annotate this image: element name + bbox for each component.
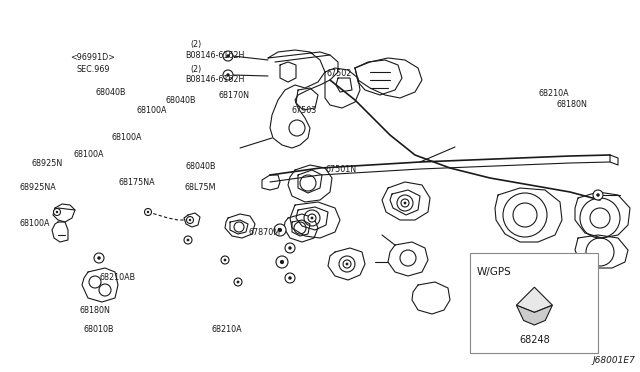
Text: 68925N: 68925N: [32, 159, 63, 168]
Circle shape: [278, 228, 282, 232]
Circle shape: [227, 73, 230, 77]
Text: 68180N: 68180N: [557, 100, 588, 109]
Text: B08146-6162H: B08146-6162H: [186, 76, 245, 84]
Text: SEC.969: SEC.969: [77, 65, 110, 74]
Text: 68925NA: 68925NA: [19, 183, 56, 192]
Text: 68170N: 68170N: [219, 92, 250, 100]
Circle shape: [227, 54, 230, 58]
Text: 68210A: 68210A: [539, 89, 570, 97]
Text: 67503: 67503: [291, 106, 316, 115]
Text: J68001E7: J68001E7: [592, 356, 635, 365]
Text: <96991D>: <96991D>: [70, 53, 115, 62]
Circle shape: [346, 263, 348, 265]
Text: 68210AB: 68210AB: [99, 273, 135, 282]
Text: 68248: 68248: [519, 336, 550, 345]
Text: 68010B: 68010B: [83, 325, 114, 334]
Circle shape: [186, 217, 193, 224]
Circle shape: [97, 256, 100, 260]
Circle shape: [184, 236, 192, 244]
Circle shape: [593, 190, 603, 200]
Text: 67502: 67502: [326, 69, 352, 78]
Text: 68180N: 68180N: [80, 306, 111, 315]
Text: 68100A: 68100A: [19, 219, 50, 228]
Circle shape: [54, 208, 61, 215]
Text: (2): (2): [191, 65, 202, 74]
Circle shape: [94, 253, 104, 263]
Polygon shape: [516, 305, 552, 325]
Text: 68175NA: 68175NA: [118, 178, 155, 187]
Polygon shape: [516, 287, 552, 312]
Circle shape: [310, 217, 314, 219]
Bar: [470, 253, 598, 353]
Circle shape: [189, 219, 191, 221]
Circle shape: [56, 211, 58, 213]
Circle shape: [404, 202, 406, 204]
Circle shape: [596, 193, 600, 197]
Text: 68100A: 68100A: [112, 133, 143, 142]
Text: 68040B: 68040B: [186, 162, 216, 171]
Circle shape: [223, 70, 233, 80]
Text: 67501N: 67501N: [325, 165, 356, 174]
Circle shape: [288, 246, 292, 250]
Text: W/GPS: W/GPS: [476, 267, 511, 277]
Text: 68100A: 68100A: [74, 150, 104, 159]
Circle shape: [308, 214, 316, 222]
Text: 68100A: 68100A: [136, 106, 167, 115]
Circle shape: [187, 238, 189, 241]
Text: 68L75M: 68L75M: [184, 183, 216, 192]
Circle shape: [288, 276, 292, 280]
Text: 68040B: 68040B: [96, 88, 127, 97]
Text: (2): (2): [191, 40, 202, 49]
Circle shape: [285, 273, 295, 283]
Circle shape: [221, 256, 229, 264]
Circle shape: [237, 280, 239, 283]
Text: B08146-6162H: B08146-6162H: [186, 51, 245, 60]
Circle shape: [223, 259, 227, 262]
Circle shape: [234, 278, 242, 286]
Text: 68040B: 68040B: [165, 96, 196, 105]
Circle shape: [401, 199, 409, 207]
Circle shape: [285, 243, 295, 253]
Circle shape: [274, 224, 286, 236]
Text: 68210A: 68210A: [211, 325, 242, 334]
Circle shape: [280, 260, 284, 264]
Circle shape: [276, 256, 288, 268]
Text: 67870M: 67870M: [248, 228, 280, 237]
Circle shape: [223, 51, 233, 61]
Circle shape: [145, 208, 152, 215]
Circle shape: [147, 211, 149, 213]
Circle shape: [343, 260, 351, 268]
